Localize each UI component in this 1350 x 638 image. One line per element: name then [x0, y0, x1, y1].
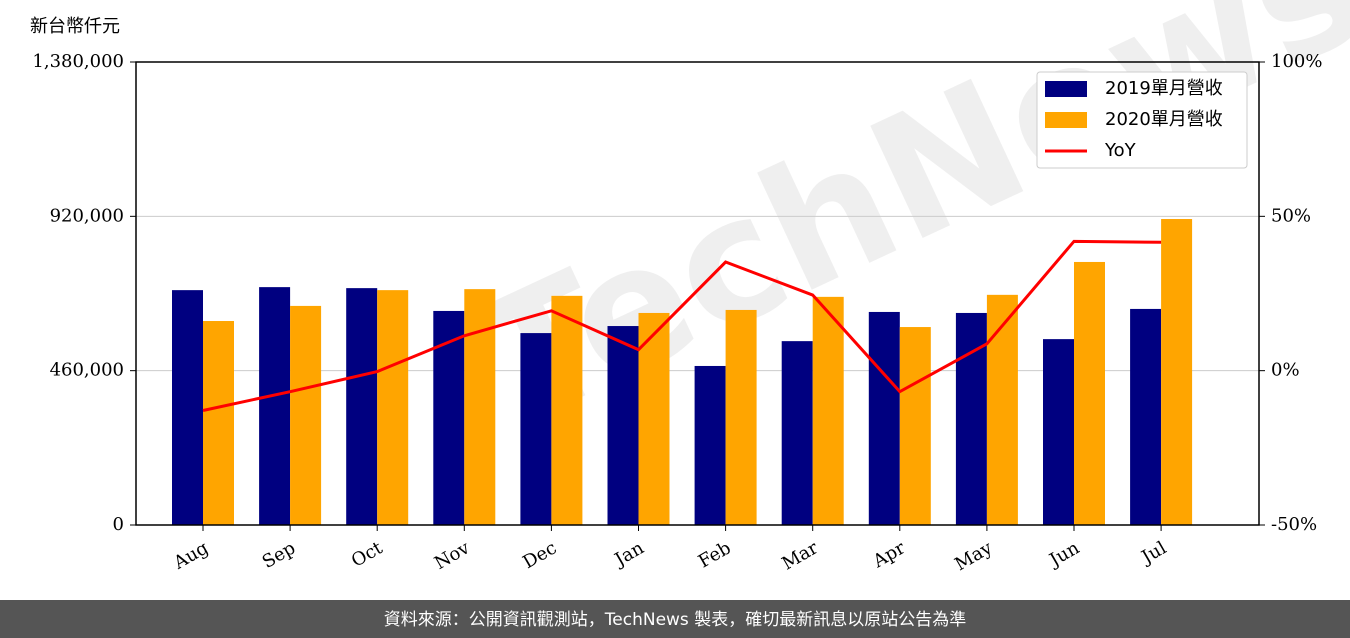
y-axis-label: 新台幣仟元	[30, 16, 120, 37]
y2-tick-label: 100%	[1271, 51, 1322, 72]
y-tick-label: 460,000	[50, 360, 124, 381]
bar	[1043, 339, 1074, 525]
bar	[259, 287, 291, 525]
footer-bar	[0, 600, 1350, 638]
bar	[203, 321, 234, 525]
bar	[868, 311, 900, 525]
x-tick-label: Jun	[1044, 537, 1083, 572]
x-tick-label: Feb	[695, 537, 735, 572]
bar	[899, 327, 931, 525]
x-tick-label: Aug	[169, 537, 212, 574]
legend-label: 2020單月營收	[1105, 109, 1223, 130]
legend-label: 2019單月營收	[1105, 78, 1223, 99]
x-tick-label: Sep	[259, 537, 299, 572]
x-tick-label: Apr	[869, 537, 909, 572]
y2-tick-label: 0%	[1271, 360, 1300, 381]
x-tick-label: Dec	[519, 537, 560, 573]
legend-label: YoY	[1104, 140, 1137, 161]
bar	[694, 365, 726, 525]
x-tick-label: Mar	[778, 537, 822, 574]
bar	[520, 333, 552, 525]
bar	[464, 289, 496, 525]
legend-swatch	[1045, 81, 1087, 97]
bar	[551, 295, 583, 525]
x-tick-label: Nov	[431, 537, 474, 574]
x-tick-label: Oct	[348, 537, 387, 572]
line	[202, 239, 1162, 412]
y2-tick-label: 50%	[1271, 205, 1311, 226]
bar	[346, 288, 378, 525]
x-tick-label: Jan	[610, 537, 648, 571]
bar	[812, 296, 844, 525]
legend-box	[1036, 71, 1248, 169]
bar	[607, 326, 639, 525]
bar	[781, 341, 813, 525]
bar	[172, 290, 203, 525]
y-tick-label: 1,380,000	[32, 51, 124, 72]
legend-swatch	[1045, 112, 1087, 128]
x-tick-label: Jul	[1137, 537, 1171, 569]
bar	[986, 294, 1018, 525]
bar	[638, 312, 670, 525]
bar	[1161, 219, 1193, 525]
y-tick-label: 920,000	[50, 205, 124, 226]
bar	[377, 290, 409, 525]
y2-tick-label: -50%	[1271, 514, 1317, 535]
bar	[1130, 308, 1162, 525]
plot-frame	[135, 61, 1260, 526]
x-tick-label: May	[951, 537, 996, 575]
bar	[290, 305, 322, 525]
bar	[1074, 261, 1105, 525]
footer: 資料來源：公開資訊觀測站，TechNews 製表，確切最新訊息以原站公告為準	[384, 610, 966, 630]
bar	[725, 309, 757, 525]
y-tick-label: 0	[113, 514, 124, 535]
